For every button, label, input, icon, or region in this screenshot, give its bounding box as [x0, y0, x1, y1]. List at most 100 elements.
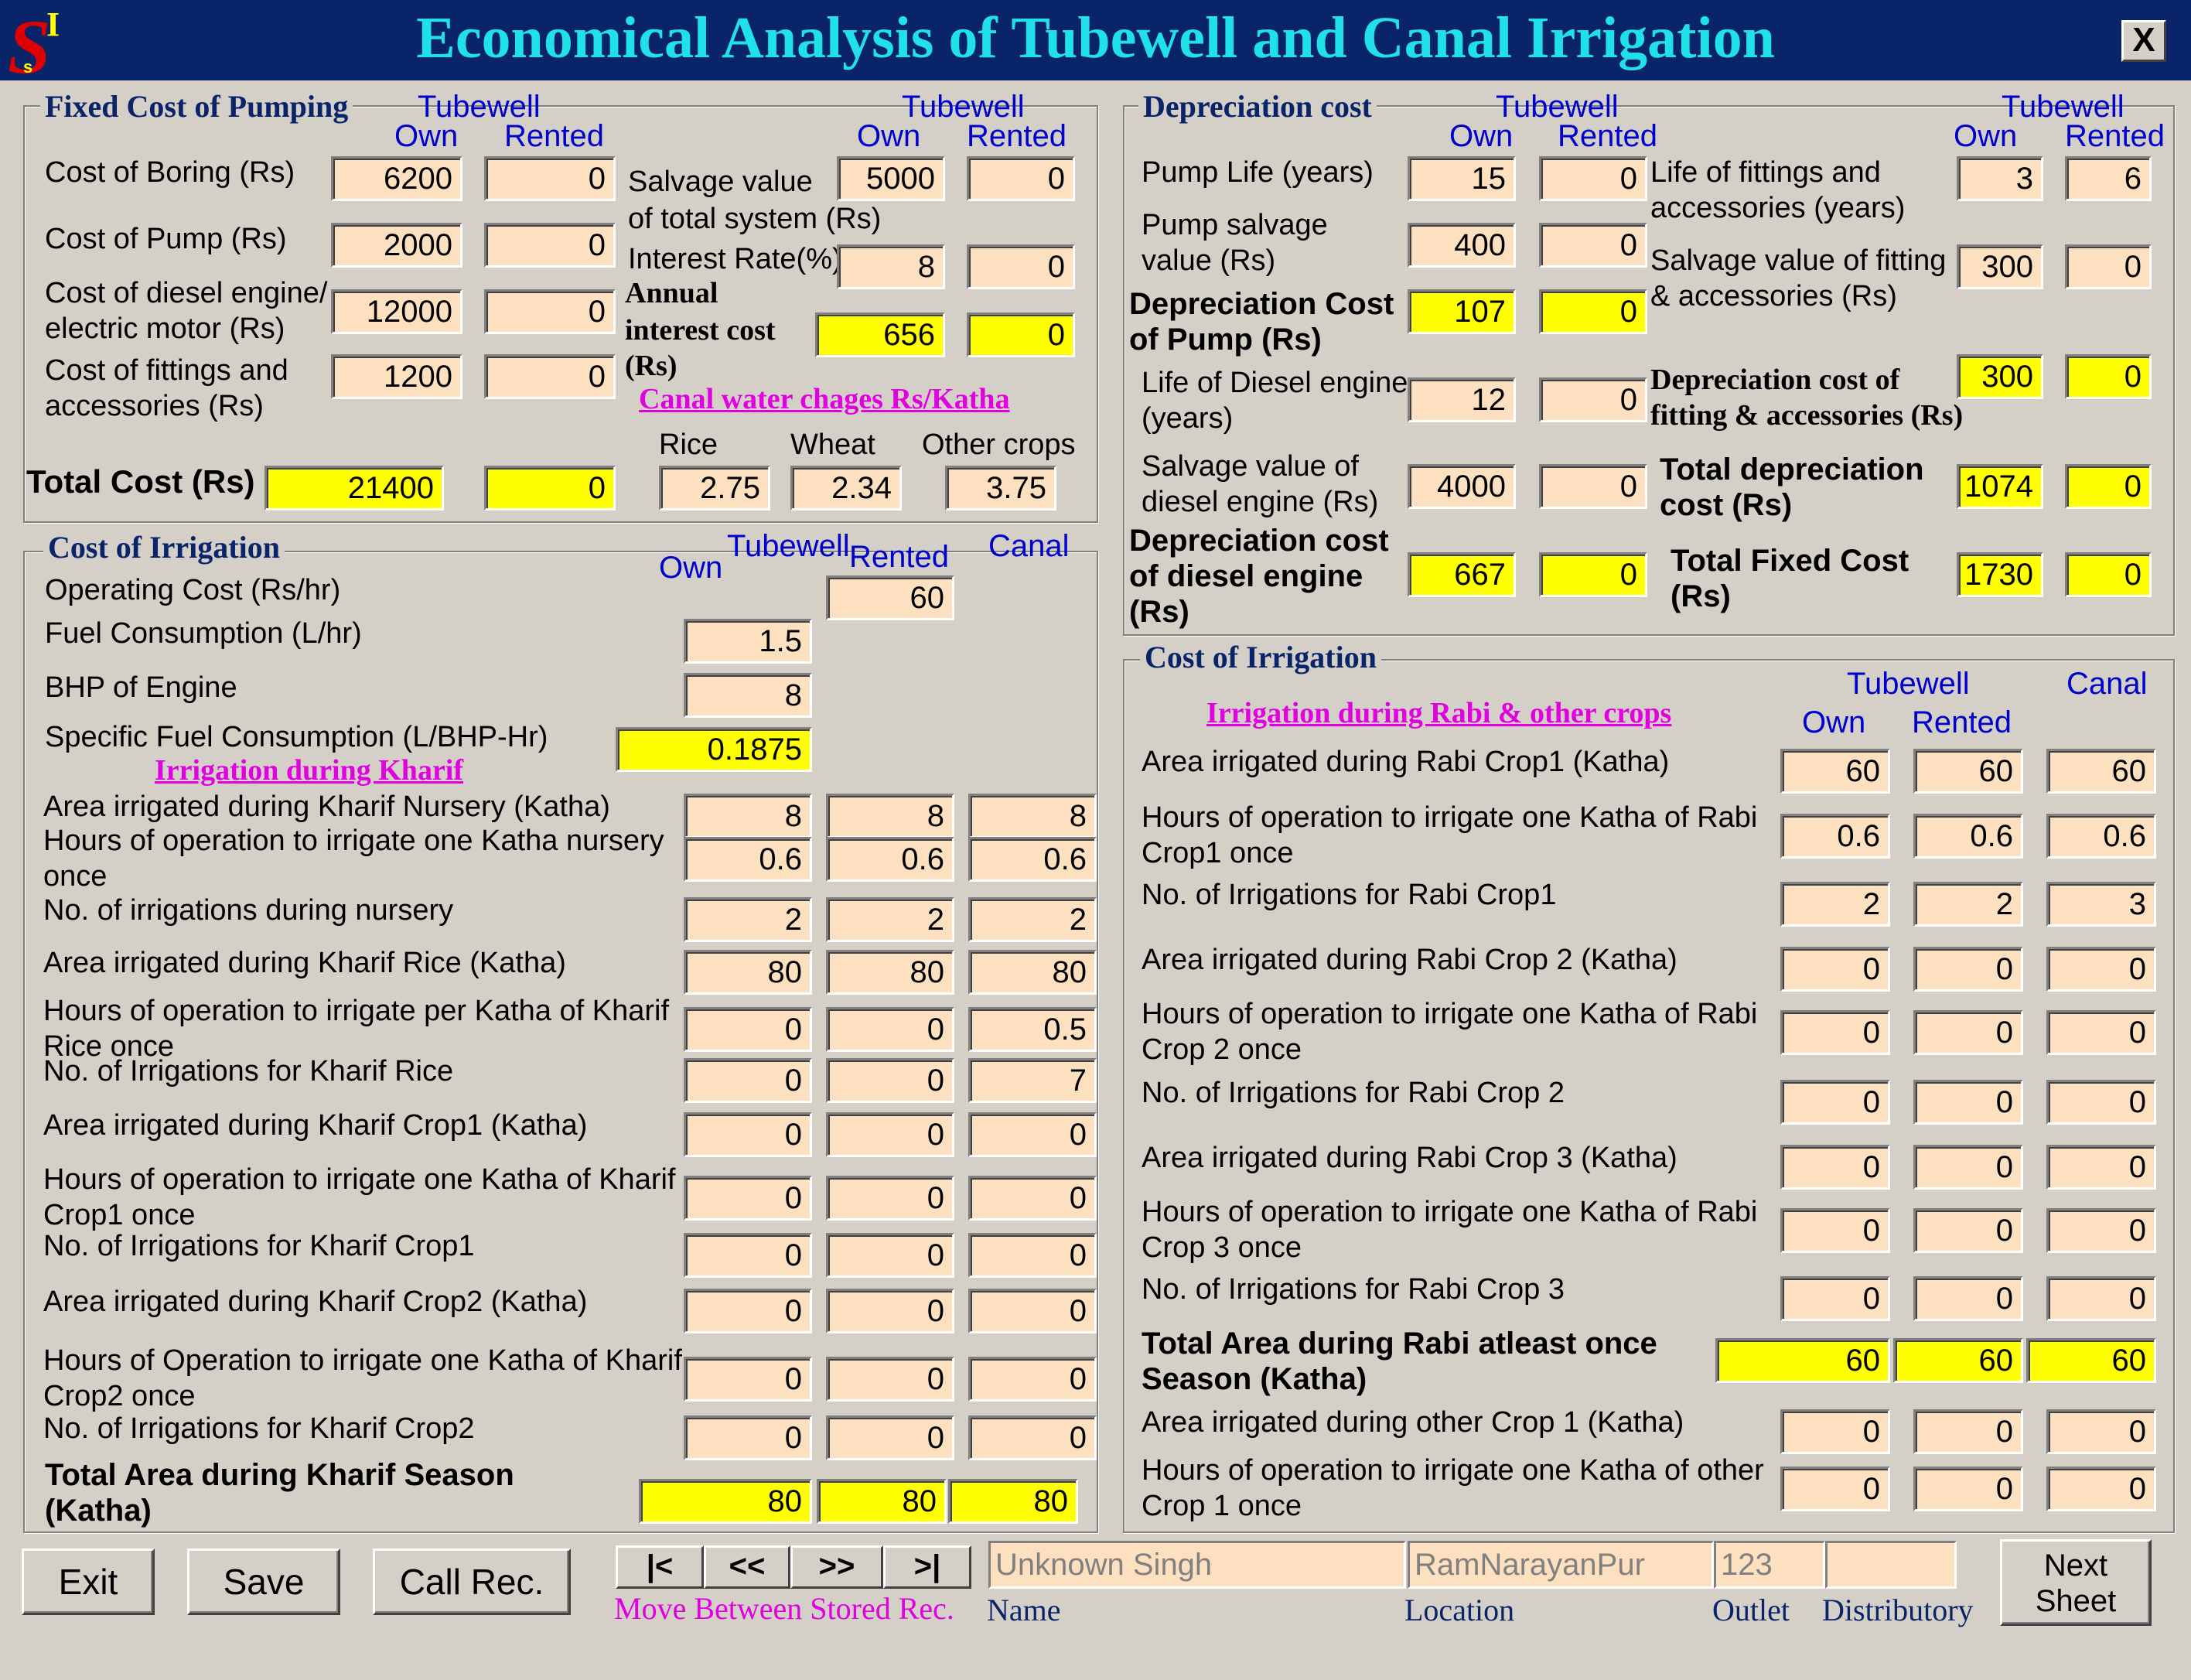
rabi-own-field[interactable]: 0.6 — [1780, 814, 1890, 859]
fit-life-own-field[interactable]: 3 — [1957, 156, 2043, 201]
pump-life-rented-field[interactable]: 0 — [1539, 156, 1647, 201]
rabi-canal-field[interactable]: 0 — [2046, 1010, 2156, 1055]
fittings-own-field[interactable]: 1200 — [331, 354, 462, 399]
kharif-own-field[interactable]: 0 — [684, 1112, 812, 1157]
rabi-rented-field[interactable]: 0 — [1913, 1080, 2023, 1125]
operating-cost-field[interactable]: 60 — [826, 575, 954, 620]
kharif-rented-field[interactable]: 0 — [826, 1357, 954, 1402]
rabi-own-field[interactable]: 2 — [1780, 882, 1890, 927]
rabi-canal-field[interactable]: 0 — [2046, 947, 2156, 992]
canal-rice-field[interactable]: 2.75 — [659, 466, 770, 510]
rabi-other-rented-field[interactable]: 0 — [1913, 1409, 2023, 1454]
kharif-own-field[interactable]: 0 — [684, 1176, 812, 1221]
engine-life-rented-field[interactable]: 0 — [1539, 377, 1647, 422]
kharif-canal-field[interactable]: 8 — [968, 794, 1097, 838]
kharif-own-field[interactable]: 0 — [684, 1289, 812, 1333]
rabi-own-field[interactable]: 0 — [1780, 1080, 1890, 1125]
name-input[interactable]: Unknown Singh — [988, 1541, 1406, 1589]
kharif-own-field[interactable]: 2 — [684, 897, 812, 942]
fit-salvage-own-field[interactable]: 300 — [1957, 244, 2043, 289]
kharif-canal-field[interactable]: 0 — [968, 1112, 1097, 1157]
kharif-rented-field[interactable]: 0 — [826, 1058, 954, 1103]
next-sheet-button[interactable]: Next Sheet — [2000, 1539, 2152, 1626]
kharif-rented-field[interactable]: 0 — [826, 1233, 954, 1278]
pump-own-field[interactable]: 2000 — [331, 223, 462, 268]
rabi-canal-field[interactable]: 0.6 — [2046, 814, 2156, 859]
bhp-field[interactable]: 8 — [684, 673, 812, 718]
kharif-rented-field[interactable]: 0 — [826, 1112, 954, 1157]
fuel-field[interactable]: 1.5 — [684, 619, 812, 664]
kharif-own-field[interactable]: 80 — [684, 950, 812, 995]
call-record-button[interactable]: Call Rec. — [373, 1549, 571, 1615]
kharif-own-field[interactable]: 0 — [684, 1233, 812, 1278]
kharif-canal-field[interactable]: 0 — [968, 1415, 1097, 1460]
prev-record-button[interactable]: << — [704, 1545, 790, 1589]
close-button[interactable]: X — [2121, 20, 2166, 62]
interest-rate-own-field[interactable]: 8 — [837, 244, 945, 289]
save-button[interactable]: Save — [187, 1549, 340, 1615]
next-record-button[interactable]: >> — [790, 1545, 883, 1589]
kharif-rented-field[interactable]: 0 — [826, 1415, 954, 1460]
first-record-button[interactable]: |< — [616, 1545, 704, 1589]
boring-rented-field[interactable]: 0 — [484, 156, 616, 201]
rabi-canal-field[interactable]: 0 — [2046, 1276, 2156, 1321]
rabi-own-field[interactable]: 0 — [1780, 1145, 1890, 1190]
pump-salvage-own-field[interactable]: 400 — [1408, 223, 1516, 268]
engine-own-field[interactable]: 12000 — [331, 289, 462, 334]
kharif-canal-field[interactable]: 0 — [968, 1176, 1097, 1221]
pump-salvage-rented-field[interactable]: 0 — [1539, 223, 1647, 268]
engine-salvage-rented-field[interactable]: 0 — [1539, 464, 1647, 509]
kharif-canal-field[interactable]: 0.5 — [968, 1007, 1097, 1052]
kharif-rented-field[interactable]: 0 — [826, 1007, 954, 1052]
rabi-rented-field[interactable]: 2 — [1913, 882, 2023, 927]
engine-life-own-field[interactable]: 12 — [1408, 377, 1516, 422]
kharif-canal-field[interactable]: 0 — [968, 1233, 1097, 1278]
kharif-rented-field[interactable]: 2 — [826, 897, 954, 942]
kharif-rented-field[interactable]: 0.6 — [826, 837, 954, 882]
outlet-input[interactable]: 123 — [1714, 1541, 1825, 1589]
kharif-rented-field[interactable]: 8 — [826, 794, 954, 838]
kharif-rented-field[interactable]: 0 — [826, 1289, 954, 1333]
kharif-own-field[interactable]: 0 — [684, 1357, 812, 1402]
pump-rented-field[interactable]: 0 — [484, 223, 616, 268]
interest-rate-rented-field[interactable]: 0 — [967, 244, 1075, 289]
rabi-rented-field[interactable]: 0 — [1913, 1010, 2023, 1055]
kharif-canal-field[interactable]: 0 — [968, 1357, 1097, 1402]
engine-salvage-own-field[interactable]: 4000 — [1408, 464, 1516, 509]
rabi-canal-field[interactable]: 3 — [2046, 882, 2156, 927]
rabi-rented-field[interactable]: 0.6 — [1913, 814, 2023, 859]
fittings-rented-field[interactable]: 0 — [484, 354, 616, 399]
rabi-other-own-field[interactable]: 0 — [1780, 1409, 1890, 1454]
rabi-own-field[interactable]: 60 — [1780, 749, 1890, 794]
pump-life-own-field[interactable]: 15 — [1408, 156, 1516, 201]
fit-salvage-rented-field[interactable]: 0 — [2065, 244, 2152, 289]
kharif-own-field[interactable]: 0 — [684, 1007, 812, 1052]
kharif-canal-field[interactable]: 7 — [968, 1058, 1097, 1103]
rabi-own-field[interactable]: 0 — [1780, 1208, 1890, 1253]
kharif-own-field[interactable]: 0.6 — [684, 837, 812, 882]
rabi-rented-field[interactable]: 0 — [1913, 1276, 2023, 1321]
boring-own-field[interactable]: 6200 — [331, 156, 462, 201]
canal-wheat-field[interactable]: 2.34 — [790, 466, 902, 510]
kharif-own-field[interactable]: 0 — [684, 1415, 812, 1460]
rabi-canal-field[interactable]: 0 — [2046, 1208, 2156, 1253]
rabi-rented-field[interactable]: 0 — [1913, 1145, 2023, 1190]
rabi-own-field[interactable]: 0 — [1780, 1276, 1890, 1321]
kharif-canal-field[interactable]: 0 — [968, 1289, 1097, 1333]
canal-other-field[interactable]: 3.75 — [945, 466, 1056, 510]
rabi-other-rented-field[interactable]: 0 — [1913, 1467, 2023, 1511]
rabi-own-field[interactable]: 0 — [1780, 947, 1890, 992]
kharif-canal-field[interactable]: 0.6 — [968, 837, 1097, 882]
kharif-rented-field[interactable]: 80 — [826, 950, 954, 995]
engine-rented-field[interactable]: 0 — [484, 289, 616, 334]
kharif-own-field[interactable]: 0 — [684, 1058, 812, 1103]
rabi-other-own-field[interactable]: 0 — [1780, 1467, 1890, 1511]
kharif-canal-field[interactable]: 80 — [968, 950, 1097, 995]
distributory-input[interactable] — [1825, 1541, 1957, 1589]
last-record-button[interactable]: >| — [883, 1545, 971, 1589]
rabi-canal-field[interactable]: 0 — [2046, 1145, 2156, 1190]
salvage-own-field[interactable]: 5000 — [837, 156, 945, 201]
rabi-other-canal-field[interactable]: 0 — [2046, 1467, 2156, 1511]
rabi-canal-field[interactable]: 60 — [2046, 749, 2156, 794]
exit-button[interactable]: Exit — [22, 1549, 155, 1615]
